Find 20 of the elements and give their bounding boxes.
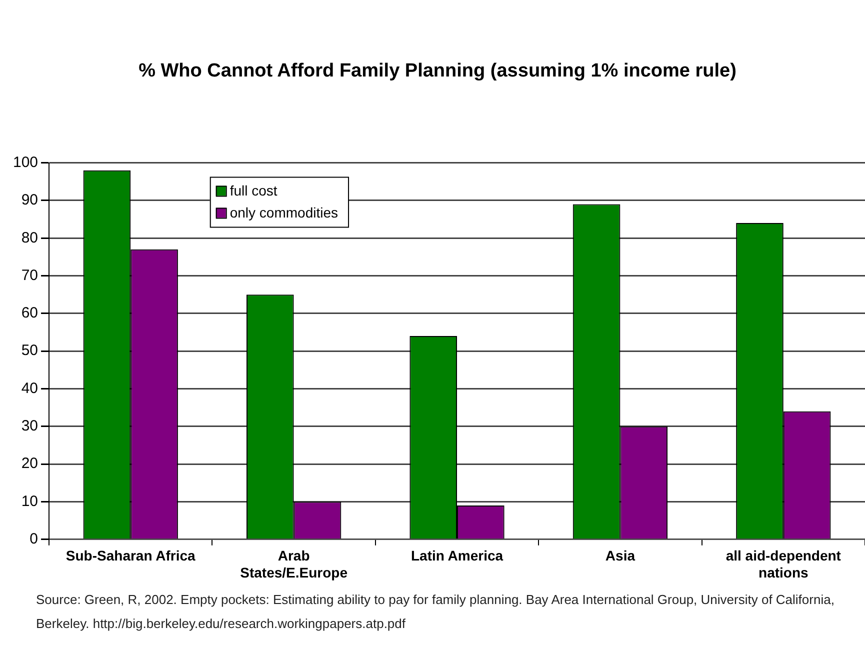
y-tick-label: 100 xyxy=(12,154,38,171)
y-tick-label: 0 xyxy=(30,530,38,548)
y-tick-label: 70 xyxy=(21,266,38,284)
x-tick-label: all aid-dependent nations xyxy=(726,548,842,580)
x-tick-label: Sub-Saharan Africa xyxy=(66,548,196,564)
y-tick-label: 50 xyxy=(21,342,38,360)
y-tick-label: 30 xyxy=(21,418,38,435)
chart-title: % Who Cannot Afford Family Planning (assuming 1% income rule) xyxy=(138,60,736,82)
y-tick-label: 40 xyxy=(21,380,38,397)
y-tick-label: 20 xyxy=(21,455,38,472)
x-tick-label: Asia xyxy=(605,548,636,564)
source-note: Source: Green, R, 2002. Empty pockets: Estimating ability to pay for family planning. Bay Area International Group, University of California, Berkeley. http://big.berkeley.edu/research.workingpapers.atp.pdf xyxy=(36,591,836,633)
x-tick-label: Latin America xyxy=(410,548,504,564)
y-tick-label: 10 xyxy=(21,492,38,510)
legend-label: full cost xyxy=(230,182,278,199)
legend-label: only commodities xyxy=(230,204,338,221)
y-tick-label: 90 xyxy=(21,192,38,209)
y-tick-label: 60 xyxy=(21,304,38,322)
y-tick-label: 80 xyxy=(21,229,38,246)
x-tick-label: Arab States/E.Europe xyxy=(240,548,348,580)
